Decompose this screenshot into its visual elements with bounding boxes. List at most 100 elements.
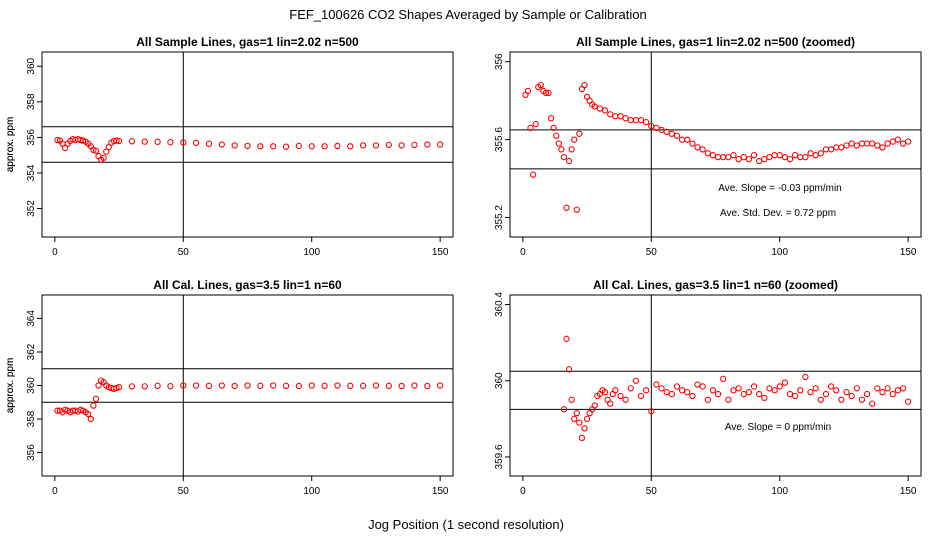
data-point — [231, 142, 238, 149]
data-point — [797, 154, 804, 161]
data-point — [894, 136, 902, 143]
data-point — [766, 385, 773, 392]
data-point — [576, 130, 583, 137]
data-point — [725, 396, 732, 403]
data-point — [308, 382, 315, 389]
data-point — [761, 394, 768, 402]
data-point — [218, 382, 225, 389]
data-point — [879, 144, 886, 151]
x-tick-label: 0 — [520, 486, 526, 497]
data-point — [545, 89, 552, 97]
data-point — [560, 154, 568, 161]
y-axis-label: approx. ppm — [5, 117, 16, 173]
data-point — [766, 154, 773, 161]
data-point — [745, 155, 753, 163]
data-point — [833, 387, 840, 394]
data-point — [568, 396, 575, 403]
data-point — [874, 142, 881, 149]
chart-panels: All Sample Lines, gas=1 lin=2.02 n=500 ap… — [5, 35, 922, 497]
x-tick-label: 100 — [303, 486, 320, 497]
y-tick-label: 359.6 — [494, 444, 505, 469]
data-point — [527, 124, 534, 132]
x-tick-label: 100 — [771, 247, 788, 258]
data-point — [581, 81, 588, 89]
data-point — [704, 150, 711, 157]
data-point — [843, 142, 850, 149]
data-point — [372, 382, 380, 389]
data-point — [802, 373, 809, 381]
data-point — [689, 140, 696, 147]
data-point — [776, 383, 783, 390]
y-tick-label: 360 — [26, 377, 37, 394]
data-point — [720, 375, 727, 382]
data-point — [653, 381, 660, 388]
chart-panel-4: All Cal. Lines, gas=3.5 lin=1 n=60 (zoom… — [5, 278, 922, 497]
data-point — [905, 398, 912, 405]
data-point — [347, 143, 354, 150]
data-point — [637, 117, 645, 124]
annotation-text: Ave. Std. Dev. = 0.72 ppm — [720, 208, 836, 219]
data-point — [735, 155, 742, 163]
data-point — [884, 140, 891, 147]
data-points — [54, 377, 444, 423]
data-point — [745, 389, 753, 396]
data-point — [807, 389, 814, 396]
x-axis-label: Jog Position (1 second resolution) — [368, 517, 564, 532]
data-point — [884, 385, 891, 392]
y-axis-label: approx. ppm — [5, 358, 16, 414]
data-point — [817, 150, 824, 157]
data-point — [115, 137, 123, 145]
data-point — [637, 392, 645, 400]
data-point — [843, 389, 850, 396]
data-point — [663, 389, 670, 396]
data-point — [532, 120, 539, 128]
annotation-text: Ave. Slope = -0.03 ppm/min — [718, 183, 842, 194]
y-tick-label: 354 — [26, 164, 37, 181]
data-point — [730, 387, 737, 394]
y-tick-label: 356 — [26, 444, 37, 461]
data-point — [244, 382, 251, 389]
data-point — [95, 382, 102, 389]
data-point — [180, 139, 187, 146]
data-point — [92, 395, 100, 403]
data-point — [550, 124, 557, 132]
x-tick-label: 0 — [52, 247, 58, 258]
data-point — [673, 132, 681, 139]
data-point — [678, 387, 686, 394]
data-points — [54, 136, 444, 163]
chart-panel-3: All Cal. Lines, gas=3.5 lin=1 n=60 approx… — [5, 278, 454, 497]
data-point — [827, 146, 835, 153]
data-point — [648, 122, 655, 130]
data-point — [699, 146, 706, 153]
data-point — [141, 383, 148, 390]
data-point — [563, 204, 570, 211]
data-point — [658, 385, 665, 392]
data-point — [90, 402, 97, 409]
data-point — [756, 157, 763, 165]
data-point — [257, 382, 264, 389]
data-point — [817, 396, 824, 403]
data-point — [740, 390, 747, 398]
plot-frame — [509, 294, 922, 477]
data-point — [858, 140, 866, 147]
x-tick-label: 50 — [646, 486, 658, 497]
data-point — [668, 390, 675, 398]
data-point — [653, 124, 660, 132]
data-point — [627, 385, 634, 392]
data-point — [709, 152, 717, 159]
data-point — [128, 383, 136, 390]
data-point — [894, 387, 902, 394]
data-point — [565, 366, 573, 373]
data-point — [863, 140, 871, 147]
data-point — [607, 111, 614, 118]
data-point — [547, 115, 555, 122]
data-point — [899, 385, 907, 392]
data-point — [398, 382, 405, 390]
data-point — [684, 389, 691, 396]
data-point — [573, 409, 580, 417]
data-point — [568, 146, 575, 153]
data-point — [581, 425, 588, 432]
data-point — [663, 128, 670, 135]
data-point — [100, 154, 107, 161]
